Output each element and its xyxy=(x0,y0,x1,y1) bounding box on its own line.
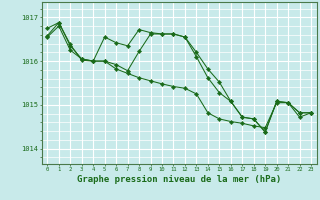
X-axis label: Graphe pression niveau de la mer (hPa): Graphe pression niveau de la mer (hPa) xyxy=(77,175,281,184)
